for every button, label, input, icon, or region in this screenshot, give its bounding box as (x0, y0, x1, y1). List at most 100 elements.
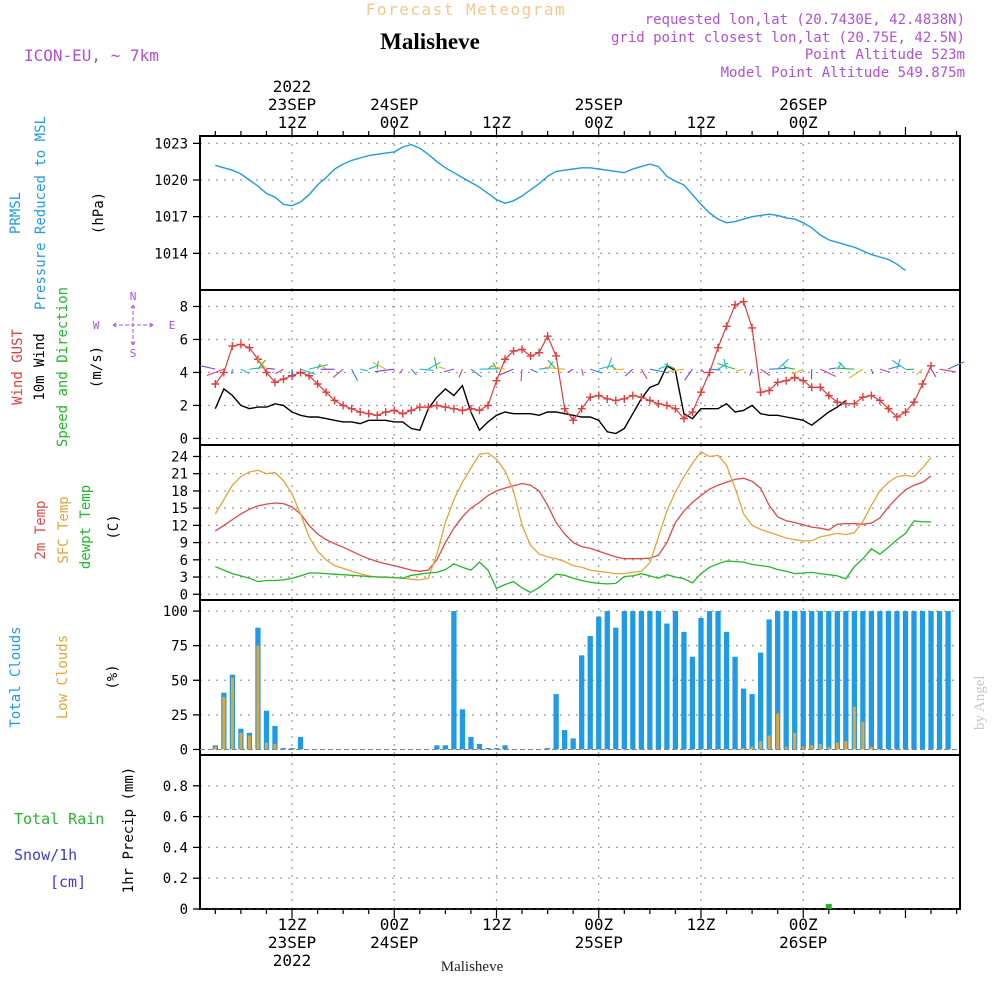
compass-west-label: W (93, 319, 100, 332)
y-tick-label: 1020 (154, 173, 188, 189)
total-cloud-bar (460, 709, 465, 749)
low-cloud-bar (776, 713, 779, 749)
y-tick-label: 100 (163, 604, 188, 620)
y-tick-label: 6 (180, 332, 188, 348)
y-tick-label: 0 (180, 902, 188, 918)
total-cloud-bar (451, 611, 456, 749)
total-cloud-bar (886, 611, 891, 749)
y-tick-label: 12 (171, 518, 188, 534)
total-cloud-bar (434, 745, 439, 749)
bottom-axis-date-label: 24SEP (370, 933, 418, 952)
pressure-unit: (hPa) (91, 192, 107, 234)
requested-coords: requested lon,lat (20.7430E, 42.4838N) (645, 12, 965, 28)
total-cloud-bar (801, 611, 806, 749)
total-cloud-bar (835, 611, 840, 749)
bottom-axis-time-label: 00Z (380, 915, 409, 934)
total-cloud-bar (613, 628, 618, 750)
total-cloud-bar (724, 632, 729, 750)
bottom-axis-date-label: 23SEP (268, 933, 316, 952)
total-cloud-bar (732, 657, 737, 750)
total-cloud-bar (554, 694, 559, 749)
total-cloud-bar (903, 611, 908, 749)
model-altitude: Model Point Altitude 549.875m (721, 65, 965, 81)
low-cloud-bar (248, 736, 251, 750)
y-tick-label: 2 (180, 398, 188, 414)
low-cloud-bar (239, 733, 242, 750)
y-tick-label: 0 (180, 742, 188, 758)
total-cloud-bar (443, 745, 448, 749)
low-cloud-bar (844, 741, 847, 749)
total-cloud-bar (690, 657, 695, 750)
low-cloud-bar (810, 745, 813, 749)
y-tick-label: 8 (180, 299, 188, 315)
total-cloud-bar (571, 738, 576, 749)
total-cloud-bar (639, 611, 644, 749)
low-cloud-bar (265, 743, 268, 750)
y-tick-label: 1014 (154, 246, 188, 262)
top-axis-time-label: 12Z (687, 113, 716, 132)
total-cloud-bar (707, 611, 712, 749)
total-cloud-bar (588, 636, 593, 749)
top-axis-year: 2022 (273, 77, 312, 96)
y-tick-label: 1017 (154, 210, 188, 226)
bottom-axis-year: 2022 (273, 951, 312, 970)
top-axis-date-label: 25SEP (575, 95, 623, 114)
total-cloud-bar (945, 611, 950, 749)
total-cloud-bar (622, 611, 627, 749)
watermark: by Angel (972, 675, 988, 730)
bottom-axis-date-label: 26SEP (779, 933, 827, 952)
total-cloud-bar (605, 611, 610, 749)
top-axis-time-label: 00Z (584, 113, 613, 132)
total-cloud-bar (477, 744, 482, 750)
total-cloud-bar (784, 611, 789, 749)
total-cloud-bar (818, 611, 823, 749)
total-cloud-bar (298, 737, 303, 749)
wind-unit: (m/s) (89, 346, 105, 388)
top-axis-time-label: 12Z (482, 113, 511, 132)
low-cloud-bar (768, 736, 771, 750)
top-axis-date-label: 23SEP (268, 95, 316, 114)
bottom-axis-time-label: 00Z (789, 915, 818, 934)
total-cloud-bar (741, 689, 746, 750)
wind-gust-label: Wind GUST (10, 329, 26, 405)
app-title: Forecast Meteogram (366, 0, 566, 19)
total-cloud-bar (937, 611, 942, 749)
total-cloud-bar (673, 611, 678, 749)
total-cloud-bar (843, 611, 848, 749)
y-tick-label: 0.6 (163, 810, 188, 826)
top-axis-time-label: 00Z (380, 113, 409, 132)
y-tick-label: 0 (180, 587, 188, 603)
model-label: ICON-EU, ~ 7km (24, 46, 159, 65)
bottom-axis-time-label: 00Z (584, 915, 613, 934)
total-cloud-bar (562, 730, 567, 749)
total-clouds-label: Total Clouds (8, 626, 24, 727)
temp-unit: (C) (106, 514, 122, 539)
compass-east-label: E (169, 319, 176, 332)
total-cloud-bar (647, 611, 652, 749)
y-tick-label: 1023 (154, 136, 188, 152)
pressure-label-long: Pressure Reduced to MSL (33, 116, 49, 310)
y-tick-label: 0.4 (163, 840, 188, 856)
top-axis-date-label: 26SEP (779, 95, 827, 114)
low-cloud-bar (222, 697, 225, 750)
total-cloud-bar (877, 611, 882, 749)
total-cloud-bar (749, 694, 754, 749)
rain-bar (826, 904, 832, 909)
y-tick-label: 21 (171, 467, 188, 483)
wind-speed-direction-label: Speed and Direction (55, 287, 71, 447)
low-cloud-bar (793, 733, 796, 750)
y-tick-label: 4 (180, 365, 188, 381)
total-cloud-bar (579, 655, 584, 749)
wind-direction-arrow (232, 369, 233, 374)
total-cloud-bar (869, 611, 874, 749)
low-cloud-bar (759, 741, 762, 749)
top-axis-time-label: 00Z (789, 113, 818, 132)
total-cloud-bar (809, 611, 814, 749)
low-cloud-bar (836, 743, 839, 750)
total-cloud-bar (792, 611, 797, 749)
bottom-axis-time-label: 12Z (278, 915, 307, 934)
total-cloud-bar (715, 611, 720, 749)
total-cloud-bar (468, 737, 473, 749)
total-cloud-bar (681, 632, 686, 750)
